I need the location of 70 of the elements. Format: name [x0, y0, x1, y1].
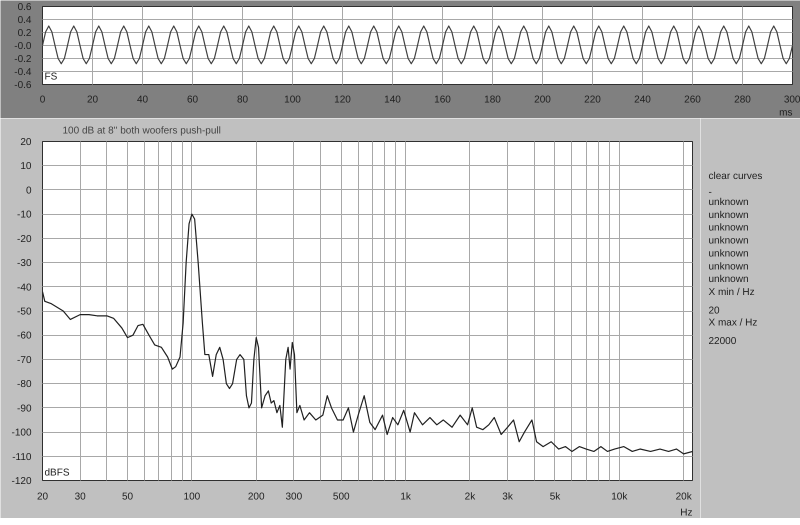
x-tick-label: 260 [684, 94, 702, 106]
x-tick-label: 240 [634, 94, 652, 106]
x-tick-label: 80 [236, 94, 248, 106]
x-tick-label: 120 [334, 94, 352, 106]
text: X max / Hz [708, 318, 758, 329]
x-tick-label: 5k [550, 492, 562, 502]
x-tick-label: 20k [676, 492, 693, 502]
x-tick-label: 30 [74, 492, 86, 502]
y-axis-title: dBFS [44, 468, 70, 478]
y-tick-label: -120 [11, 476, 32, 487]
x-tick-label: 20 [36, 492, 48, 502]
text: unknown [708, 236, 749, 247]
x-tick-label: 160 [434, 94, 452, 106]
line-series [42, 25, 792, 64]
y-tick-label: 0.4 [18, 15, 32, 26]
y-tick-label: -40 [17, 282, 32, 294]
x-tick-label: 300 [286, 492, 303, 502]
y-tick-label: -90 [17, 403, 32, 414]
x-tick-label: 2k [464, 492, 476, 502]
x-tick-label: 60 [186, 94, 198, 106]
x-tick-label: 50 [122, 492, 134, 502]
y-tick-label: -0.0 [14, 41, 32, 52]
y-tick-label: -0.4 [14, 67, 32, 78]
x-axis-title: Hz [680, 508, 693, 518]
text: unknown [708, 222, 749, 234]
text: clear curves [708, 171, 762, 182]
y-tick-label: -60 [17, 330, 32, 342]
x-tick-label: 500 [332, 492, 350, 502]
x-axis-title: ms [779, 108, 793, 118]
x-tick-label: 100 [284, 94, 302, 106]
x-tick-label: 1k [400, 492, 412, 502]
text: X min / Hz [708, 287, 755, 298]
x-tick-label: 300 [784, 94, 800, 106]
x-tick-label: 3k [502, 492, 514, 502]
y-tick-label: -110 [12, 452, 32, 463]
text: 22000 [708, 336, 737, 347]
x-tick-label: 220 [584, 94, 602, 106]
y-tick-label: -0.6 [14, 80, 32, 91]
text: unknown [708, 261, 749, 272]
y-tick-label: -70 [17, 354, 32, 366]
y-tick-label: 0.2 [18, 28, 32, 39]
y-tick-label: -20 [17, 234, 32, 245]
x-tick-label: 140 [384, 94, 402, 106]
x-tick-label: 280 [734, 94, 752, 106]
y-tick-label: -30 [17, 258, 32, 270]
y-tick-label: -0.2 [14, 54, 32, 65]
text: unknown [708, 248, 749, 260]
text: unknown [708, 210, 749, 221]
y-tick-label: 0.6 [18, 2, 32, 13]
x-tick-label: 200 [534, 94, 552, 106]
text: 20 [708, 305, 720, 316]
x-tick-label: 0 [40, 94, 46, 106]
y-tick-label: -50 [17, 306, 32, 318]
y-tick-label: -80 [17, 379, 32, 390]
text: unknown [708, 274, 749, 286]
y-tick-label: 20 [20, 137, 32, 148]
y-tick-label: -100 [11, 428, 32, 439]
x-tick-label: 100 [184, 492, 201, 502]
y-axis-title: FS [44, 72, 58, 82]
x-tick-label: 180 [484, 94, 502, 106]
x-tick-label: 20 [86, 94, 98, 106]
y-tick-label: -10 [17, 210, 32, 221]
x-tick-label: 40 [136, 94, 148, 106]
y-tick-label: 0 [26, 185, 32, 196]
text: - [708, 187, 712, 198]
x-tick-label: 200 [248, 492, 265, 502]
text: unknown [708, 196, 749, 208]
x-tick-label: 10k [611, 492, 628, 502]
chart-title: 100 dB at 8'' both woofers push-pull [62, 126, 221, 136]
y-tick-label: 10 [20, 161, 32, 172]
